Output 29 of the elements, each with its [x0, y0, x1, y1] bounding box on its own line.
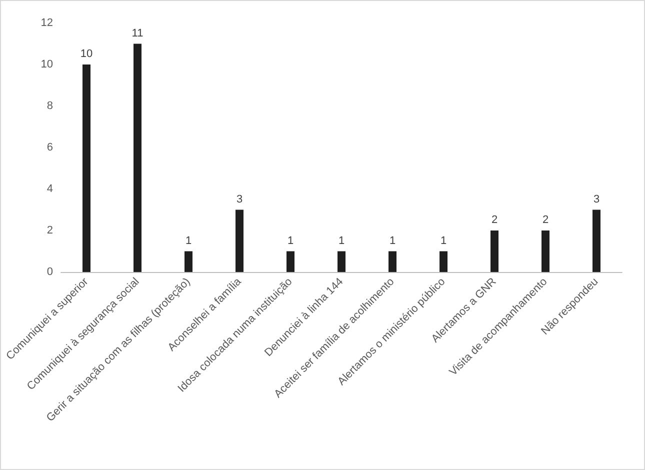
- y-tick-label: 8: [46, 100, 53, 112]
- bar: [134, 44, 142, 272]
- bar: [592, 210, 600, 272]
- bar: [440, 251, 448, 272]
- bar: [490, 230, 498, 272]
- y-tick-label: 0: [46, 266, 53, 278]
- y-tick-label: 10: [40, 58, 53, 70]
- data-label: 1: [185, 234, 192, 247]
- data-label: 2: [491, 214, 498, 226]
- data-label: 3: [236, 193, 243, 206]
- bar: [388, 251, 396, 272]
- y-tick-label: 4: [46, 183, 53, 195]
- data-label: 10: [80, 48, 93, 60]
- y-tick-label: 6: [46, 142, 53, 154]
- bar: [184, 251, 192, 272]
- data-label: 3: [593, 193, 600, 206]
- data-label: 1: [287, 234, 294, 247]
- bar: [236, 210, 244, 272]
- bar: [338, 251, 346, 272]
- data-label: 1: [338, 234, 345, 247]
- data-label: 2: [542, 214, 549, 226]
- data-label: 1: [389, 234, 396, 247]
- y-tick-label: 12: [40, 17, 53, 29]
- bar: [542, 230, 550, 272]
- bar: [82, 64, 90, 272]
- data-label: 1: [440, 234, 447, 247]
- data-label: 11: [132, 27, 144, 40]
- bar: [286, 251, 294, 272]
- y-tick-label: 2: [46, 224, 53, 236]
